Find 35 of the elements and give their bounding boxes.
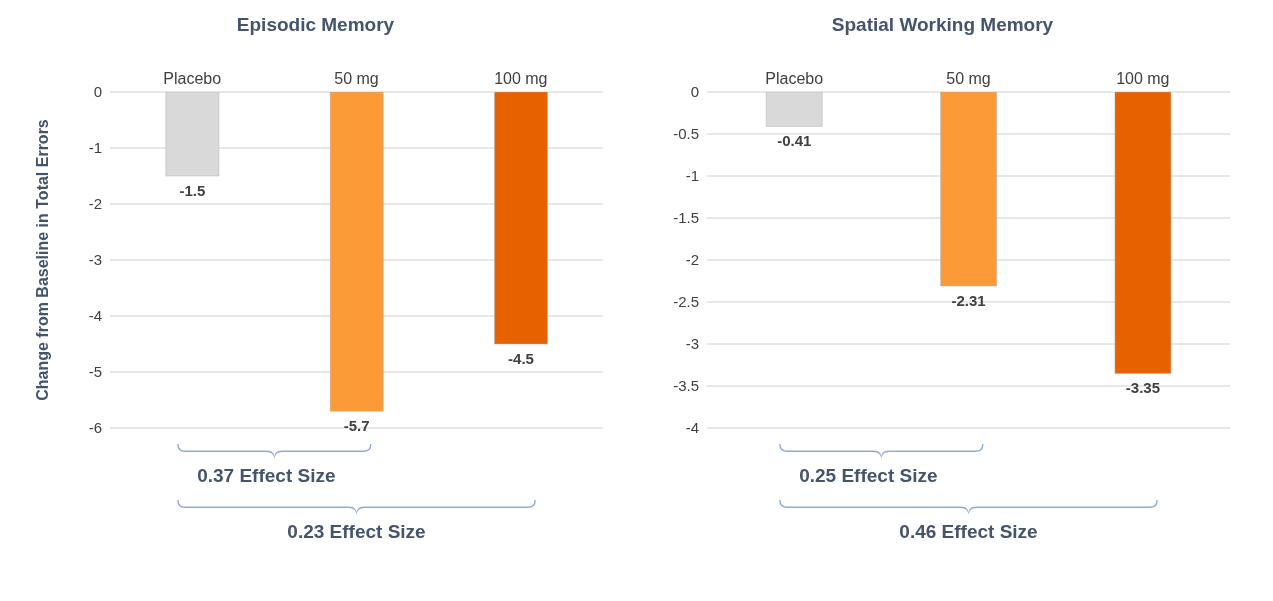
y-tick-label: -4: [685, 419, 699, 437]
data-label: -3.35: [1125, 379, 1161, 397]
y-tick-label: -5: [88, 363, 102, 381]
x-tick-label: Placebo: [163, 70, 222, 87]
y-tick-label: 0: [93, 83, 102, 101]
y-tick-label: 0: [690, 83, 699, 101]
y-tick-label: -1: [88, 139, 102, 157]
text: 0.25 Effect Size: [799, 465, 938, 486]
text: 0.37 Effect Size: [197, 465, 336, 486]
text: 0.23 Effect Size: [287, 521, 426, 542]
chart-title: Spatial Working Memory: [830, 13, 1055, 37]
y-tick-label: -0.5: [673, 125, 699, 143]
chart-title: Episodic Memory: [235, 13, 396, 37]
y-tick-label: -3.5: [673, 377, 699, 395]
data-label: -0.41: [777, 132, 812, 150]
y-tick-label: -2: [685, 251, 699, 269]
y-axis-title: Change from Baseline in Total Errors: [33, 119, 51, 401]
x-tick-label: 100 mg: [494, 70, 548, 87]
y-tick-label: -2: [88, 195, 102, 213]
text: 0.46 Effect Size: [899, 521, 1038, 542]
x-tick-label: 50 mg: [946, 70, 991, 87]
y-tick-label: -3: [685, 335, 699, 353]
y-tick-label: -1.5: [673, 209, 699, 227]
y-tick-label: -2.5: [673, 293, 699, 311]
data-label: -1.5: [179, 182, 206, 199]
x-tick-label: 50 mg: [334, 70, 379, 87]
data-label: -2.31: [951, 292, 986, 310]
y-tick-label: -6: [88, 419, 102, 437]
data-label: -4.5: [508, 350, 534, 367]
x-tick-label: 100 mg: [1116, 70, 1170, 87]
x-tick-label: Placebo: [765, 70, 824, 87]
data-label: -5.7: [343, 417, 370, 435]
y-tick-label: -4: [88, 307, 102, 325]
y-tick-label: -1: [685, 167, 699, 185]
y-tick-label: -3: [88, 251, 102, 269]
